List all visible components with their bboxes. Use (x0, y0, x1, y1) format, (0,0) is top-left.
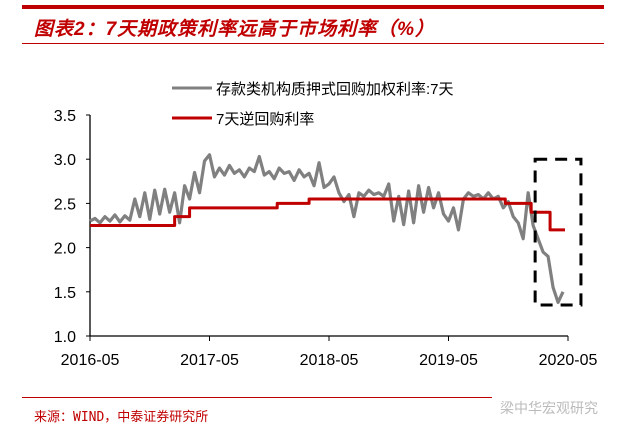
x-tick-label: 2020-05 (539, 352, 598, 369)
x-tick-label: 2016-05 (61, 352, 120, 369)
y-tick-label: 2.0 (54, 241, 76, 258)
chart-title: 图表2：7天期政策利率远高于市场利率（%） (34, 19, 436, 40)
y-tick-label: 1.5 (54, 285, 76, 302)
y-tick-label: 1.0 (54, 329, 76, 346)
series-line-reverse-repo (90, 197, 566, 232)
x-tick-label: 2019-05 (419, 352, 478, 369)
y-tick-label: 3.0 (54, 152, 76, 169)
source-note: 来源：WIND，中泰证券研究所 (34, 410, 209, 425)
x-tick-label: 2018-05 (300, 352, 359, 369)
series-line-dr007 (89, 153, 565, 305)
x-tick-label: 2017-05 (180, 352, 239, 369)
legend-label: 7天逆回购利率 (216, 111, 314, 128)
annotation-dashed-box (533, 157, 583, 307)
y-tick-label: 2.5 (54, 196, 76, 213)
source-rule (22, 397, 492, 398)
legend-label: 存款类机构质押式回购加权利率:7天 (216, 81, 454, 98)
title-top-rule (22, 5, 604, 9)
title-bottom-rule (22, 43, 604, 44)
y-tick-label: 3.5 (54, 108, 76, 125)
watermark: 梁中华宏观研究 (500, 400, 598, 416)
